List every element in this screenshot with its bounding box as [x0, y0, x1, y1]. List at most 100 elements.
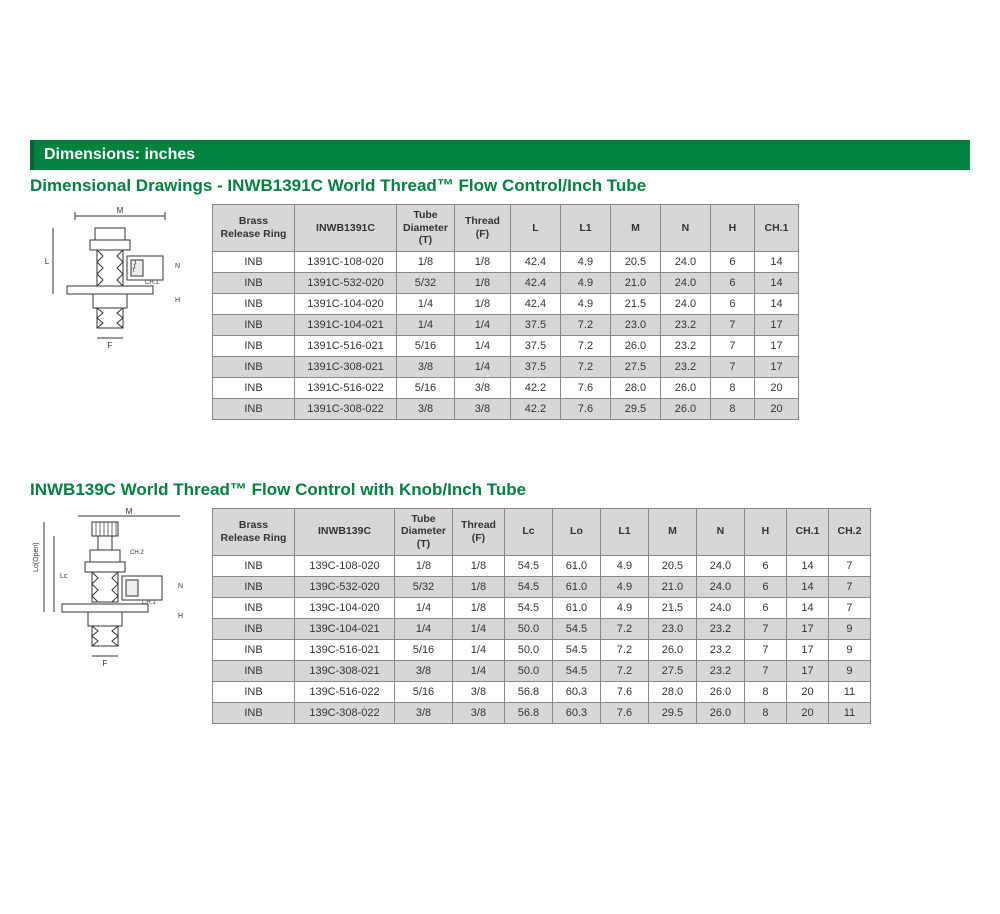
table-row: INB1391C-104-0211/41/437.57.223.023.2717 [213, 314, 799, 335]
table-cell: 61.0 [552, 576, 600, 597]
table-cell: 14 [786, 555, 828, 576]
table-cell: 17 [786, 639, 828, 660]
table-cell: 6 [744, 597, 786, 618]
table-cell: 7 [710, 335, 754, 356]
table-cell: 17 [786, 618, 828, 639]
table-cell: 1/8 [454, 272, 510, 293]
table-cell: 6 [744, 576, 786, 597]
table-cell: 8 [710, 377, 754, 398]
table-row: INB1391C-104-0201/41/842.44.921.524.0614 [213, 293, 799, 314]
svg-text:F: F [103, 659, 108, 668]
table-cell: 1391C-308-021 [295, 356, 397, 377]
svg-text:Lc: Lc [60, 573, 68, 580]
table-header: CH.1 [754, 205, 798, 252]
table-cell: 6 [744, 555, 786, 576]
table-cell: INB [213, 314, 295, 335]
table-cell: 7.6 [600, 702, 648, 723]
table-cell: 50.0 [504, 618, 552, 639]
table-cell: 42.2 [510, 398, 560, 419]
table-cell: 37.5 [510, 356, 560, 377]
table-cell: 29.5 [648, 702, 696, 723]
table-cell: 1/4 [395, 618, 453, 639]
table-row: INB1391C-516-0225/163/842.27.628.026.082… [213, 377, 799, 398]
table-cell: 61.0 [552, 597, 600, 618]
table-cell: 11 [828, 681, 870, 702]
table-cell: 54.5 [504, 576, 552, 597]
table-cell: 21.0 [610, 272, 660, 293]
table-row: INB139C-104-0211/41/450.054.57.223.023.2… [213, 618, 871, 639]
table-cell: 7 [710, 356, 754, 377]
table-cell: 23.2 [660, 356, 710, 377]
table-cell: 21.5 [610, 293, 660, 314]
table-cell: 1/8 [452, 597, 504, 618]
table-cell: 42.4 [510, 251, 560, 272]
table-cell: 37.5 [510, 335, 560, 356]
table-cell: INB [213, 597, 295, 618]
table-cell: 1/8 [454, 293, 510, 314]
table-cell: 7.6 [560, 377, 610, 398]
table-cell: 7 [828, 555, 870, 576]
table-cell: 139C-308-022 [295, 702, 395, 723]
table-cell: 54.5 [504, 555, 552, 576]
table-cell: 21.0 [648, 576, 696, 597]
table-cell: 1391C-532-020 [295, 272, 397, 293]
table-cell: 7.2 [600, 660, 648, 681]
table-cell: 7.2 [560, 356, 610, 377]
svg-text:CH.2: CH.2 [130, 550, 144, 556]
table-cell: 23.2 [660, 314, 710, 335]
table-cell: 7 [828, 597, 870, 618]
section2-drawing: M F Lo(Open) L [30, 508, 200, 678]
table-cell: 139C-516-021 [295, 639, 395, 660]
table-cell: 14 [754, 251, 798, 272]
table-header: TubeDiameter(T) [397, 205, 455, 252]
table-cell: INB [213, 555, 295, 576]
svg-text:CH.1: CH.1 [142, 600, 156, 606]
table-cell: 23.2 [696, 618, 744, 639]
table-header: L1 [600, 508, 648, 555]
table-cell: 26.0 [610, 335, 660, 356]
table-cell: 1/4 [452, 639, 504, 660]
section2-title: INWB139C World Thread™ Flow Control with… [30, 480, 970, 500]
table-cell: 54.5 [552, 639, 600, 660]
table-header: M [610, 205, 660, 252]
table-cell: 27.5 [648, 660, 696, 681]
table-cell: 7.2 [560, 335, 610, 356]
table-row: INB1391C-308-0213/81/437.57.227.523.2717 [213, 356, 799, 377]
table-header: H [710, 205, 754, 252]
table-cell: 26.0 [696, 702, 744, 723]
svg-text:F: F [108, 341, 113, 350]
table-cell: 20 [754, 377, 798, 398]
table-cell: INB [213, 377, 295, 398]
table-cell: 26.0 [648, 639, 696, 660]
table-cell: 23.2 [660, 335, 710, 356]
table-cell: 4.9 [600, 597, 648, 618]
table-cell: 17 [754, 314, 798, 335]
table-cell: 14 [754, 272, 798, 293]
table-cell: 3/8 [397, 398, 455, 419]
table-cell: 139C-516-022 [295, 681, 395, 702]
table-cell: 7.6 [560, 398, 610, 419]
table-cell: 21.5 [648, 597, 696, 618]
table-cell: 1/8 [452, 555, 504, 576]
table-cell: 1/4 [452, 618, 504, 639]
table-cell: 61.0 [552, 555, 600, 576]
table-cell: 9 [828, 618, 870, 639]
table-cell: 7 [744, 639, 786, 660]
svg-text:M: M [117, 206, 124, 215]
section2-table: BrassRelease RingINWB139CTubeDiameter(T)… [212, 508, 871, 724]
table-cell: 50.0 [504, 639, 552, 660]
table-cell: 4.9 [600, 576, 648, 597]
table-header: TubeDiameter(T) [395, 508, 453, 555]
table-header: N [660, 205, 710, 252]
section1-title: Dimensional Drawings - INWB1391C World T… [30, 176, 970, 196]
table-cell: INB [213, 639, 295, 660]
table-cell: 5/32 [395, 576, 453, 597]
table-cell: 9 [828, 660, 870, 681]
table-cell: 11 [828, 702, 870, 723]
table-cell: 20 [786, 681, 828, 702]
table-cell: 5/16 [397, 377, 455, 398]
table-cell: 14 [786, 597, 828, 618]
table-cell: 7.6 [600, 681, 648, 702]
table-cell: 1/4 [397, 314, 455, 335]
table-cell: 26.0 [660, 377, 710, 398]
